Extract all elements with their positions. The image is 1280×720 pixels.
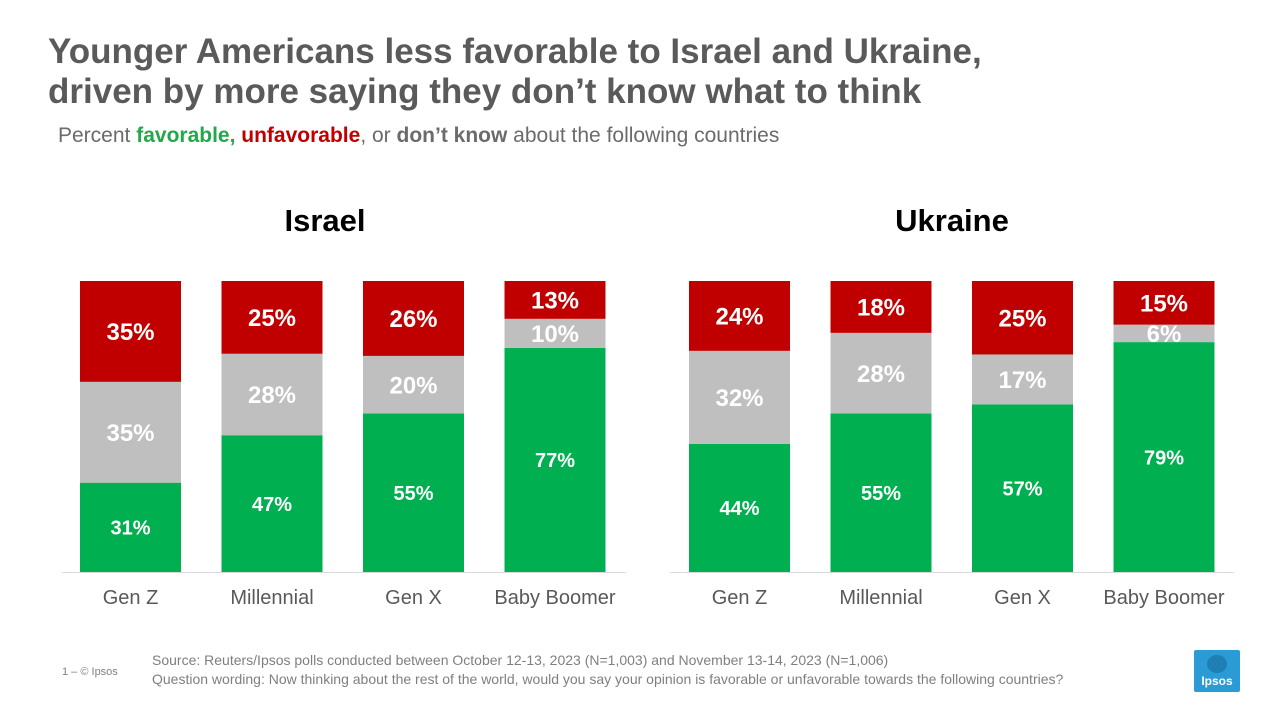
- ukraine-label-gen-x-unfavorable: 25%: [998, 305, 1046, 332]
- israel-label-baby-boomer-unfavorable: 13%: [531, 288, 579, 315]
- subtitle-prefix: Percent: [58, 124, 137, 147]
- footer: Source: Reuters/Ipsos polls conducted be…: [152, 651, 1132, 689]
- ukraine-label-gen-z-favorable: 44%: [719, 498, 759, 520]
- ukraine-tick-label: Gen Z: [712, 587, 768, 609]
- ukraine-label-gen-x-dont_know: 17%: [998, 367, 1046, 394]
- ukraine-label-baby-boomer-favorable: 79%: [1144, 447, 1184, 469]
- ukraine-bar-gen-x-dont_know: [972, 354, 1073, 405]
- israel-bar-gen-x-favorable: [363, 413, 464, 572]
- israel-tick-label: Gen Z: [103, 587, 159, 609]
- ukraine-bar-gen-z-favorable: [689, 443, 790, 572]
- footer-question: Question wording: Now thinking about the…: [152, 671, 1064, 687]
- israel-label-gen-z-unfavorable: 35%: [106, 319, 154, 346]
- ukraine-bar-gen-z-unfavorable: [689, 281, 790, 351]
- israel-label-gen-x-unfavorable: 26%: [389, 306, 437, 333]
- ukraine-bar-baby-boomer-favorable: [1113, 342, 1215, 572]
- israel-bar-baby-boomer-favorable: [504, 347, 606, 572]
- ukraine-bar-millennial-favorable: [830, 413, 932, 572]
- israel-label-gen-x-favorable: 55%: [393, 483, 433, 505]
- page-title: Younger Americans less favorable to Isra…: [48, 32, 1228, 112]
- ukraine-chart-title: Ukraine: [895, 203, 1009, 238]
- subtitle-favorable: favorable,: [136, 124, 236, 147]
- ipsos-logo-mark-icon: [1207, 655, 1227, 673]
- ipsos-logo-text: Ipsos: [1201, 674, 1233, 688]
- israel-label-gen-z-dont_know: 35%: [106, 420, 154, 447]
- ukraine-label-millennial-favorable: 55%: [861, 483, 901, 505]
- israel-bar-gen-z-dont_know: [80, 381, 181, 483]
- ukraine-bar-gen-z-dont_know: [689, 350, 790, 444]
- ukraine-label-gen-x-favorable: 57%: [1002, 478, 1042, 500]
- ukraine-tick-label: Baby Boomer: [1103, 587, 1225, 609]
- israel-bar-millennial-favorable: [221, 435, 323, 572]
- ukraine-bar-millennial-unfavorable: [830, 281, 932, 333]
- israel-bar-baby-boomer-dont_know: [504, 318, 606, 348]
- ukraine-label-baby-boomer-dont_know: 6%: [1147, 321, 1182, 348]
- israel-bar-millennial-dont_know: [221, 353, 323, 436]
- ukraine-label-millennial-dont_know: 28%: [857, 361, 905, 388]
- ukraine-tick-label: Gen X: [994, 587, 1051, 609]
- israel-bar-baby-boomer-unfavorable: [504, 281, 606, 319]
- ukraine-label-gen-z-unfavorable: 24%: [715, 304, 763, 331]
- ukraine-bar-gen-x-unfavorable: [972, 281, 1073, 355]
- israel-tick-label: Millennial: [230, 587, 313, 609]
- ukraine-bar-millennial-dont_know: [830, 332, 932, 414]
- israel-label-millennial-favorable: 47%: [252, 494, 292, 516]
- israel-label-baby-boomer-favorable: 77%: [535, 450, 575, 472]
- subtitle-dont-know: don’t know: [396, 124, 508, 147]
- subtitle-mid: , or: [360, 124, 397, 147]
- israel-bar-millennial-unfavorable: [221, 281, 323, 354]
- israel-tick-label: Baby Boomer: [494, 587, 616, 609]
- israel-label-baby-boomer-dont_know: 10%: [531, 321, 579, 348]
- israel-bar-gen-z-favorable: [80, 482, 181, 572]
- ukraine-label-millennial-unfavorable: 18%: [857, 295, 905, 322]
- footer-source: Source: Reuters/Ipsos polls conducted be…: [152, 652, 889, 668]
- title-line-2: driven by more saying they don’t know wh…: [48, 72, 922, 111]
- israel-label-millennial-dont_know: 28%: [248, 382, 296, 409]
- israel-bar-gen-z-unfavorable: [80, 281, 181, 382]
- israel-bar-gen-x-unfavorable: [363, 281, 464, 356]
- ukraine-bar-gen-x-favorable: [972, 404, 1073, 572]
- israel-label-gen-x-dont_know: 20%: [389, 372, 437, 399]
- israel-tick-label: Gen X: [385, 587, 442, 609]
- subtitle-suffix: about the following countries: [507, 124, 780, 147]
- israel-label-gen-z-favorable: 31%: [110, 518, 150, 540]
- israel-bar-gen-x-dont_know: [363, 355, 464, 414]
- ukraine-bar-baby-boomer-unfavorable: [1113, 281, 1215, 325]
- ukraine-label-baby-boomer-unfavorable: 15%: [1140, 290, 1188, 317]
- ukraine-label-gen-z-dont_know: 32%: [715, 385, 763, 412]
- ipsos-logo: Ipsos: [1194, 650, 1240, 692]
- subtitle: Percent favorable, unfavorable, or don’t…: [58, 124, 779, 148]
- subtitle-unfavorable: unfavorable: [241, 124, 361, 147]
- israel-chart-title: Israel: [284, 203, 365, 238]
- page-number: 1 – © Ipsos: [62, 666, 118, 678]
- israel-label-millennial-unfavorable: 25%: [248, 305, 296, 332]
- ukraine-tick-label: Millennial: [839, 587, 922, 609]
- title-line-1: Younger Americans less favorable to Isra…: [48, 32, 982, 71]
- ukraine-bar-baby-boomer-dont_know: [1113, 324, 1215, 343]
